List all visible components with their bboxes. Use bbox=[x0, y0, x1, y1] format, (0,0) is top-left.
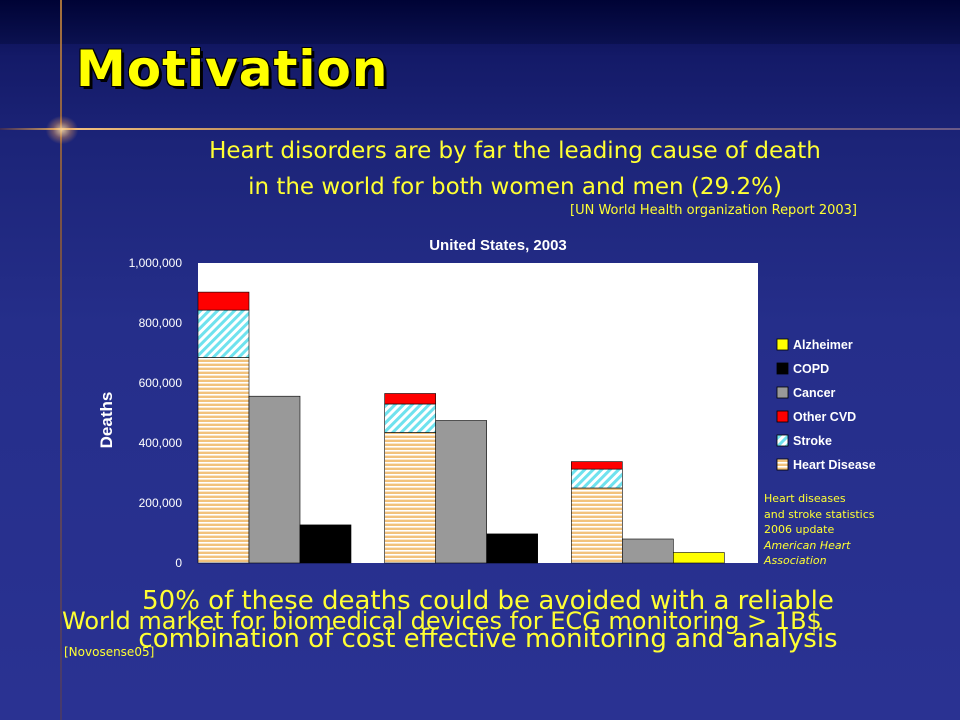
legend-label: Other CVD bbox=[793, 410, 856, 424]
y-tick-label: 400,000 bbox=[139, 436, 183, 450]
bar-copd bbox=[486, 533, 538, 564]
annotation-line-1: Heart diseases bbox=[764, 492, 846, 505]
top-band bbox=[0, 0, 960, 44]
legend-label: COPD bbox=[793, 362, 829, 376]
headline-line-2: in the world for both women and men (29.… bbox=[248, 174, 782, 200]
market-source: [Novosense05] bbox=[64, 645, 155, 659]
bar-cancer bbox=[435, 420, 487, 564]
accent-glow bbox=[46, 116, 78, 144]
bar-heart-disease bbox=[384, 432, 436, 564]
bar-copd bbox=[299, 524, 352, 564]
bar-other-cvd bbox=[197, 291, 250, 311]
bar-other-cvd bbox=[571, 461, 623, 470]
y-axis-label: Deaths bbox=[97, 392, 116, 449]
bar-stroke bbox=[571, 468, 623, 489]
y-tick-label: 200,000 bbox=[139, 496, 183, 510]
y-tick-label: 800,000 bbox=[139, 316, 183, 330]
vertical-accent-line bbox=[60, 0, 62, 720]
bar-cancer bbox=[622, 538, 674, 564]
bar-heart-disease bbox=[197, 357, 250, 564]
y-tick-label: 0 bbox=[175, 556, 182, 570]
legend-label: Stroke bbox=[793, 434, 832, 448]
group-label: <85 bbox=[445, 270, 476, 290]
avoidable-deaths-line-1: 50% of these deaths could be avoided wit… bbox=[142, 586, 834, 616]
legend-swatch bbox=[776, 338, 789, 351]
market-statement: World market for biomedical devices for … bbox=[62, 607, 822, 635]
legend-swatch bbox=[776, 362, 789, 375]
legend-label: Alzheimer bbox=[793, 338, 853, 352]
group-label: 85+ bbox=[632, 270, 663, 290]
headline-line-1: Heart disorders are by far the leading c… bbox=[209, 138, 821, 164]
legend-label: Cancer bbox=[793, 386, 836, 400]
chart-title: United States, 2003 bbox=[429, 237, 567, 254]
annotation-line-2: and stroke statistics bbox=[764, 507, 875, 521]
avoidable-deaths-line-2: combination of cost effective monitoring… bbox=[138, 624, 838, 654]
horizontal-accent-line bbox=[0, 128, 960, 130]
bar-other-cvd bbox=[384, 393, 436, 405]
annotation-line-5: Association bbox=[764, 554, 827, 567]
bar-alzheimer bbox=[673, 552, 725, 564]
legend-swatch bbox=[776, 386, 789, 399]
y-tick-label: 600,000 bbox=[139, 376, 183, 390]
bar-heart-disease bbox=[571, 487, 623, 564]
annotation-line-3: 2006 update bbox=[764, 523, 835, 536]
y-tick-label: 1,000,000 bbox=[129, 256, 183, 270]
chart-annotation: Heart diseases and stroke statistics 200… bbox=[764, 491, 875, 569]
slide-title: Motivation bbox=[76, 40, 389, 98]
bar-stroke bbox=[197, 309, 250, 358]
annotation-line-4: American Heart bbox=[764, 538, 851, 552]
bar-stroke bbox=[384, 403, 436, 433]
group-label: All Ages bbox=[238, 270, 309, 290]
legend-swatch bbox=[776, 434, 789, 447]
legend-swatch bbox=[776, 458, 789, 471]
headline-source: [UN World Health organization Report 200… bbox=[570, 203, 857, 218]
legend-swatch bbox=[776, 410, 789, 423]
legend-label: Heart Disease bbox=[793, 458, 876, 472]
bar-cancer bbox=[248, 395, 301, 564]
